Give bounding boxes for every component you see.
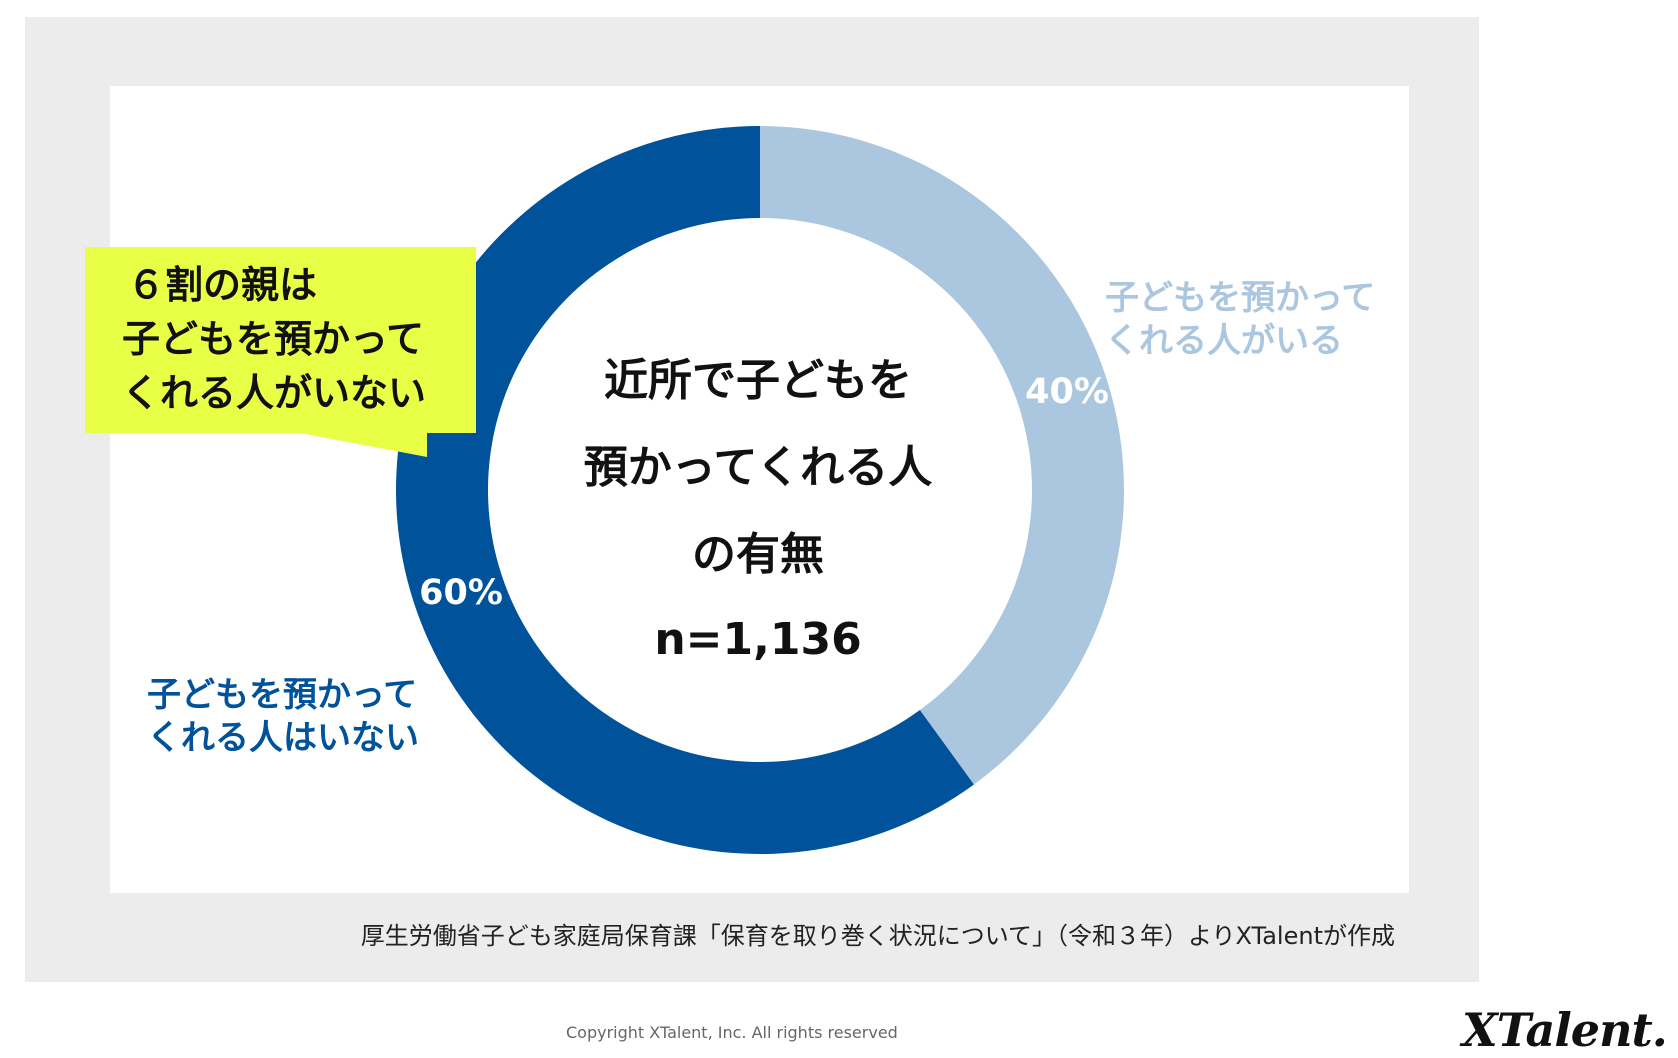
chart-panel [110,86,1409,893]
source-note: 厚生労働省子ども家庭局保育課「保育を取り巻く状況について」（令和３年）よりXTa… [360,922,1395,950]
center-title-line: 近所で子どもを [604,355,912,406]
xtalent-logo: XTalent. [1462,1003,1668,1057]
category-label-line: くれる人はいない [147,718,419,758]
sample-size-label: n=1,136 [654,614,861,665]
center-title-line: 預かってくれる人 [584,442,932,493]
callout-text-line: くれる人がいない [122,371,426,415]
callout-text-line: 子どもを預かって [122,317,424,361]
center-title-line: の有無 [692,529,824,580]
slice-value-label: 60% [419,573,503,613]
category-label-line: 子どもを預かって [147,675,417,715]
category-label-line: くれる人がいる [1105,321,1343,361]
callout-box [85,247,476,457]
donut-slice-2 [396,126,974,854]
donut-slices [396,126,1125,854]
copyright-text: Copyright XTalent, Inc. All rights reser… [566,1023,898,1042]
callout-text-line: ６割の親は [127,263,317,307]
donut-slice-1 [760,126,1125,785]
slice-value-label: 40% [1025,372,1109,412]
category-label-line: 子どもを預かって [1105,278,1375,318]
